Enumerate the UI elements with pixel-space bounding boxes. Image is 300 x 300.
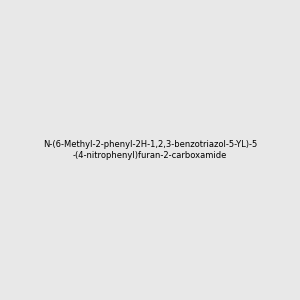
Text: N-(6-Methyl-2-phenyl-2H-1,2,3-benzotriazol-5-YL)-5
-(4-nitrophenyl)furan-2-carbo: N-(6-Methyl-2-phenyl-2H-1,2,3-benzotriaz… (43, 140, 257, 160)
